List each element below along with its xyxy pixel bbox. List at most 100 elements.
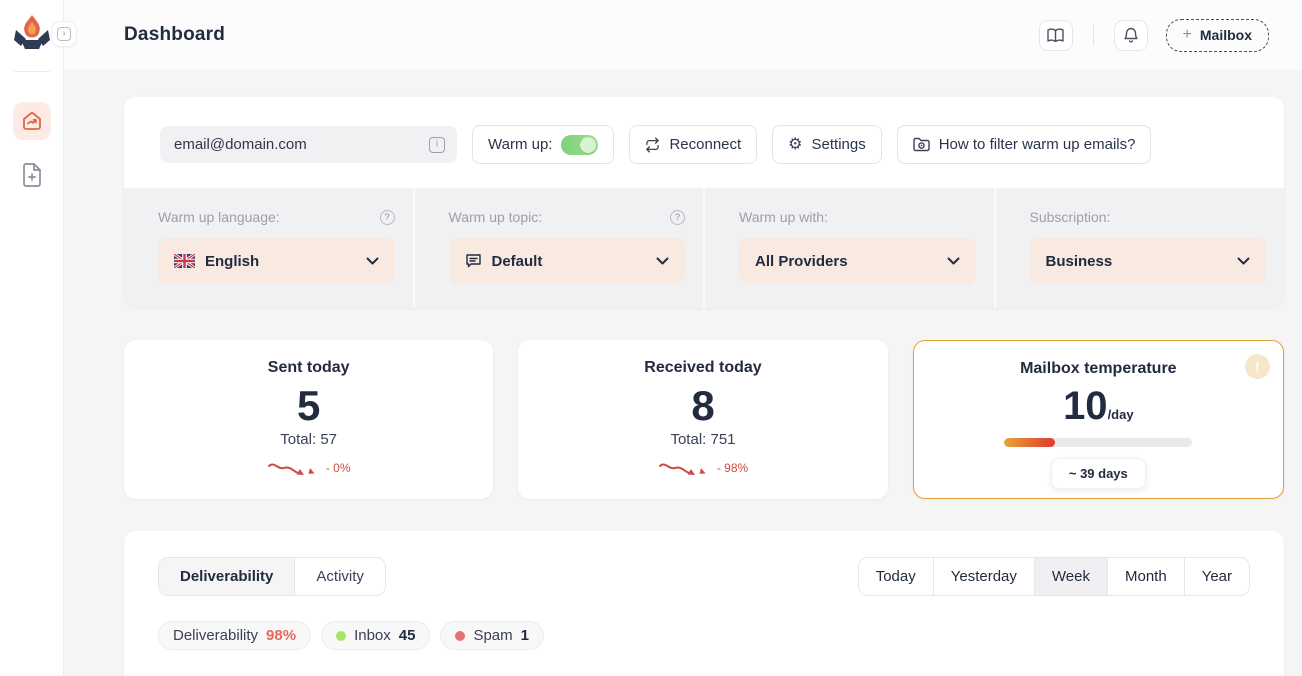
time-filter-year[interactable]: Year bbox=[1184, 558, 1249, 595]
video-folder-icon bbox=[913, 137, 930, 152]
warmup-toggle-button[interactable]: Warm up: bbox=[472, 125, 614, 164]
subscription-value: Business bbox=[1046, 253, 1228, 270]
mailbox-controls-row: i Warm up: Reconnect bbox=[124, 97, 1284, 188]
warmy-logo bbox=[12, 13, 52, 55]
warning-icon[interactable]: ! bbox=[1245, 354, 1270, 379]
tab-deliverability[interactable]: Deliverability bbox=[159, 558, 295, 595]
chevron-right-icon: › bbox=[57, 27, 71, 41]
temperature-unit: /day bbox=[1108, 407, 1134, 422]
gear-icon: ⚙ bbox=[788, 137, 802, 153]
bell-icon bbox=[1123, 27, 1139, 44]
trend-down-icon bbox=[267, 458, 321, 478]
add-mailbox-label: Mailbox bbox=[1200, 27, 1252, 43]
warmup-toggle[interactable] bbox=[561, 135, 598, 155]
inbox-badge-value: 45 bbox=[399, 627, 416, 644]
option-warmup-with: Warm up with: All Providers bbox=[703, 188, 994, 308]
home-trend-icon bbox=[20, 109, 44, 133]
time-filter-week[interactable]: Week bbox=[1034, 558, 1107, 595]
warmup-topic-value: Default bbox=[492, 253, 647, 270]
content-area: i Warm up: Reconnect bbox=[64, 70, 1302, 676]
deliverability-badge-label: Deliverability bbox=[173, 627, 258, 644]
temperature-value: 10 bbox=[1063, 384, 1108, 428]
page-header: Dashboard + bbox=[64, 0, 1302, 70]
info-icon[interactable]: i bbox=[429, 137, 445, 153]
sent-today-card: Sent today 5 Total: 57 - 0% bbox=[124, 340, 493, 499]
deliverability-badge[interactable]: Deliverability 98% bbox=[158, 621, 311, 650]
spam-badge[interactable]: Spam 1 bbox=[440, 621, 544, 650]
days-remaining-chip[interactable]: ~ 39 days bbox=[1051, 458, 1146, 489]
trend-down-icon bbox=[658, 458, 712, 478]
help-icon[interactable]: ? bbox=[670, 210, 685, 225]
toggle-knob bbox=[580, 137, 596, 153]
tab-activity[interactable]: Activity bbox=[295, 558, 385, 595]
inbox-dot-icon bbox=[336, 631, 346, 641]
subscription-label: Subscription: bbox=[1030, 209, 1111, 225]
warmup-language-label: Warm up language: bbox=[158, 209, 280, 225]
notifications-button[interactable] bbox=[1114, 20, 1148, 51]
legend-badges: Deliverability 98% Inbox 45 Spam 1 bbox=[158, 621, 1250, 650]
warmup-with-label: Warm up with: bbox=[739, 209, 828, 225]
time-filter-group: Today Yesterday Week Month Year bbox=[858, 557, 1250, 596]
settings-label: Settings bbox=[812, 136, 866, 153]
sidebar-divider bbox=[14, 71, 50, 72]
sent-today-total: Total: 57 bbox=[124, 431, 493, 448]
panel-tabs: Deliverability Activity bbox=[158, 557, 386, 596]
spam-badge-value: 1 bbox=[521, 627, 529, 644]
warmup-topic-dropdown[interactable]: Default bbox=[449, 238, 686, 284]
inbox-badge-label: Inbox bbox=[354, 627, 391, 644]
reconnect-icon bbox=[645, 137, 660, 153]
mailbox-settings-card: i Warm up: Reconnect bbox=[124, 97, 1284, 308]
page-title: Dashboard bbox=[124, 24, 1039, 46]
spam-dot-icon bbox=[455, 631, 465, 641]
received-today-card: Received today 8 Total: 751 - 98% bbox=[518, 340, 887, 499]
spam-badge-label: Spam bbox=[473, 627, 512, 644]
howto-filter-label: How to filter warm up emails? bbox=[939, 136, 1136, 153]
chevron-down-icon bbox=[947, 257, 960, 265]
warmup-topic-label: Warm up topic: bbox=[449, 209, 543, 225]
header-divider bbox=[1093, 24, 1094, 46]
email-field[interactable]: i bbox=[160, 126, 457, 163]
option-warmup-topic: Warm up topic: ? Default bbox=[413, 188, 704, 308]
time-filter-yesterday[interactable]: Yesterday bbox=[933, 558, 1034, 595]
plus-icon: + bbox=[1183, 26, 1192, 44]
warmup-with-value: All Providers bbox=[755, 253, 937, 270]
chat-icon bbox=[465, 253, 482, 269]
file-plus-icon bbox=[20, 162, 44, 188]
temperature-title: Mailbox temperature bbox=[914, 360, 1283, 378]
received-today-value: 8 bbox=[518, 383, 887, 429]
sent-today-value: 5 bbox=[124, 383, 493, 429]
received-today-total: Total: 751 bbox=[518, 431, 887, 448]
uk-flag-icon bbox=[174, 254, 195, 268]
add-mailbox-button[interactable]: + Mailbox bbox=[1166, 19, 1269, 52]
stats-row: Sent today 5 Total: 57 - 0% bbox=[124, 340, 1284, 499]
inbox-badge[interactable]: Inbox 45 bbox=[321, 621, 430, 650]
warmup-with-dropdown[interactable]: All Providers bbox=[739, 238, 976, 284]
temperature-progress-fill bbox=[1004, 438, 1055, 447]
warmup-language-dropdown[interactable]: English bbox=[158, 238, 395, 284]
help-icon[interactable]: ? bbox=[380, 210, 395, 225]
sidebar: › bbox=[0, 0, 64, 676]
option-subscription: Subscription: Business bbox=[994, 188, 1285, 308]
warmup-language-value: English bbox=[205, 253, 356, 270]
chevron-down-icon bbox=[656, 257, 669, 265]
reconnect-label: Reconnect bbox=[669, 136, 741, 153]
app-root: › Dashboard bbox=[0, 0, 1302, 676]
temperature-progress-bar bbox=[1004, 438, 1192, 447]
sidebar-item-add-mailbox[interactable] bbox=[13, 156, 51, 194]
deliverability-badge-value: 98% bbox=[266, 627, 296, 644]
reconnect-button[interactable]: Reconnect bbox=[629, 125, 757, 164]
mailbox-temperature-card: ! Mailbox temperature 10 /day ~ 39 days bbox=[913, 340, 1284, 499]
sidebar-item-dashboard[interactable] bbox=[13, 102, 51, 140]
howto-filter-button[interactable]: How to filter warm up emails? bbox=[897, 125, 1152, 164]
docs-button[interactable] bbox=[1039, 20, 1073, 51]
subscription-dropdown[interactable]: Business bbox=[1030, 238, 1267, 284]
email-input[interactable] bbox=[174, 136, 429, 153]
settings-button[interactable]: ⚙ Settings bbox=[772, 125, 882, 164]
option-warmup-language: Warm up language: ? bbox=[124, 188, 413, 308]
warmup-options-row: Warm up language: ? bbox=[124, 188, 1284, 308]
sent-today-trend: - 0% bbox=[326, 461, 351, 475]
sidebar-collapse-button[interactable]: › bbox=[51, 21, 77, 47]
time-filter-today[interactable]: Today bbox=[859, 558, 933, 595]
time-filter-month[interactable]: Month bbox=[1107, 558, 1184, 595]
chevron-down-icon bbox=[366, 257, 379, 265]
